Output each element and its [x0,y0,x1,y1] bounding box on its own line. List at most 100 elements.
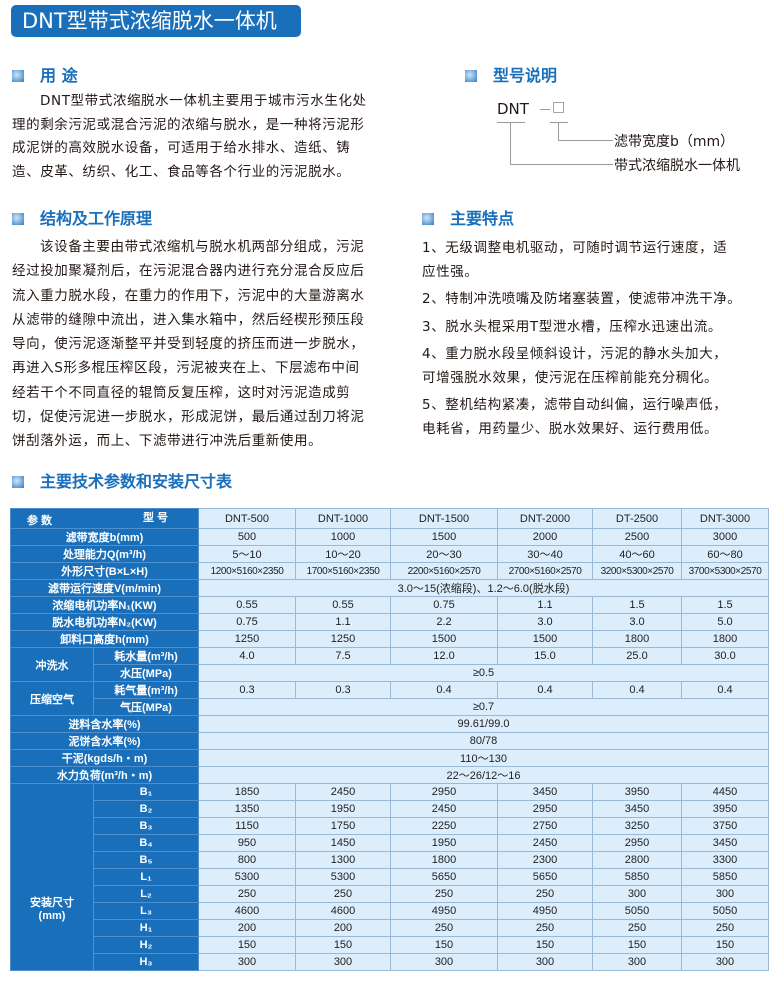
row-label: L₂ [93,885,199,903]
group-label: 压缩空气 [10,681,94,716]
text-line: 经若干个不同直径的辊筒反复压榨，这时对污泥造成剪 [12,384,351,401]
table-cell: 5050 [681,902,769,920]
table-row: 外形尺寸(B×L×H) 1200×5160×2350 1700×5160×2350 2… [10,562,769,580]
bullet-square-icon [465,70,477,82]
table-cell: 1850 [198,783,296,801]
table-row: 卸料口高度h(mm) 1250 1250 1500 1500 1800 1800 [10,630,769,648]
table-row: L₂ 250 250 250 250 300 300 [11,885,769,903]
table-header-row: 参 数 型 号 DNT-500 DNT-1000 DNT-1500 DNT-2000 DT-… [10,508,769,529]
text-line: 4、重力脱水段呈倾斜设计，污泥的静水头加大， [422,346,728,362]
table-cell: 250 [295,885,391,903]
table-cell: 0.4 [497,681,593,699]
table-cell: 300 [592,953,682,971]
text-line: 5、整机结构紧凑，滤带自动纠偏，运行噪声低， [422,397,728,413]
table-cell: 2950 [390,783,498,801]
table-row: 处理能力Q(m³/h) 5～10 10～20 20～30 30～40 40～60 60～80 [10,545,769,563]
features-heading: 主要特点 [422,209,514,229]
text-line: 从滤带的缝隙中流出，进入集水箱中，然后经楔形预压段 [12,311,365,328]
model-code: DNT [497,100,529,118]
table-cell: 3450 [681,834,769,852]
table-cell: 150 [497,936,593,954]
model-header: DNT-1500 [390,508,498,529]
table-cell: 4450 [681,783,769,801]
table-cell: 1.1 [497,596,593,614]
row-label: H₃ [93,953,199,971]
row-label: 泥饼含水率(%) [10,732,199,750]
table-cell: 150 [198,936,296,954]
table-cell: 250 [497,919,593,937]
features-heading-text: 主要特点 [450,209,515,228]
table-cell: 250 [198,885,296,903]
table-row: B₅ 800 1300 1800 2300 2800 3300 [11,851,769,869]
row-label: L₁ [93,868,199,886]
group-label: 安装尺寸 (mm) [10,783,94,971]
row-label: 进料含水率(%) [10,715,199,733]
table-cell: 200 [295,919,391,937]
table-cell: 1300 [295,851,391,869]
usage-heading-text: 用 途 [40,66,78,85]
table-cell: 3250 [592,817,682,835]
table-cell: ≥0.5 [198,664,769,682]
table-cell: 1.5 [592,596,682,614]
table-cell: 99.61/99.0 [198,715,769,733]
table-cell: 2250 [390,817,498,835]
row-label: 滤带宽度b(mm) [10,528,199,546]
table-row: 滤带运行速度V(m/min) 3.0～15(浓缩段)、1.2～6.0(脱水段) [10,579,769,597]
table-cell: 2200×5160×2570 [390,562,498,580]
table-cell: 800 [198,851,296,869]
table-cell: 1500 [390,630,498,648]
table-cell: 150 [592,936,682,954]
spec-table: 参 数 型 号 DNT-500 DNT-1000 DNT-1500 DNT-2000 DT-… [10,508,769,971]
table-cell: 0.75 [198,613,296,631]
table-cell: 30.0 [681,647,769,665]
table-row: 进料含水率(%) 99.61/99.0 [10,715,769,733]
table-cell: 2450 [497,834,593,852]
model-box: □ [552,99,566,115]
table-cell: 1500 [497,630,593,648]
table-cell: 1800 [390,851,498,869]
table-cell: 3.0～15(浓缩段)、1.2～6.0(脱水段) [198,579,769,597]
table-cell: 5650 [497,868,593,886]
row-label: 干泥(kgds/h・m) [10,749,199,767]
model-type-label: 带式浓缩脱水一体机 [614,158,740,174]
row-label: L₃ [93,902,199,920]
table-cell: 5050 [592,902,682,920]
row-label: 水压(MPa) [93,664,199,682]
table-cell: 250 [681,919,769,937]
table-cell: 4950 [390,902,498,920]
table-cell: 1950 [295,800,391,818]
table-row: 水力负荷(m³/h・m) 22～26/12～16 [10,766,769,784]
table-cell: 4600 [295,902,391,920]
table-cell: 0.55 [198,596,296,614]
table-cell: 60～80 [681,545,769,563]
table-cell: 4950 [497,902,593,920]
table-cell: 22～26/12～16 [198,766,769,784]
table-cell: 5300 [198,868,296,886]
table-cell: 15.0 [497,647,593,665]
table-cell: 0.3 [295,681,391,699]
table-cell: 5850 [681,868,769,886]
table-cell: 1450 [295,834,391,852]
table-cell: 2000 [497,528,593,546]
table-cell: 3.0 [497,613,593,631]
table-cell: ≥0.7 [198,698,769,716]
table-cell: 3300 [681,851,769,869]
row-label: 外形尺寸(B×L×H) [10,562,199,580]
text-line: 造、皮革、纺织、化工、食品等各个行业的污泥脱水。 [12,163,351,180]
table-cell: 250 [592,919,682,937]
table-cell: 1950 [390,834,498,852]
text-line: 经过投加聚凝剂后，在污泥混合器内进行充分混合反应后 [12,263,365,280]
table-cell: 1800 [592,630,682,648]
row-label: B₅ [93,851,199,869]
table-cell: 250 [390,885,498,903]
model-heading-text: 型号说明 [493,66,558,85]
text-line: 流入重力脱水段，在重力的作用下，污泥中的大量游离水 [12,287,365,304]
corner-header: 参 数型 号 [10,508,199,529]
table-row: 泥饼含水率(%) 80/78 [10,732,769,750]
table-row: 水压(MPa) ≥0.5 [11,664,769,682]
row-label: B₃ [93,817,199,835]
model-header: DT-2500 [592,508,682,529]
text-line: 理的剩余污泥或混合污泥的浓缩与脱水，是一种将污泥形 [12,116,365,133]
corner-param: 参 数 [27,515,53,527]
